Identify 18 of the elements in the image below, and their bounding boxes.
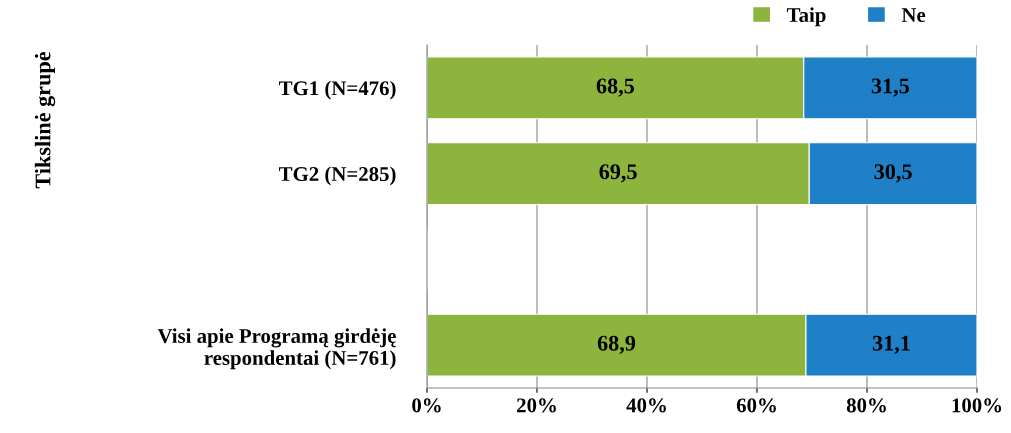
text: Tikslinė grupė	[34, 51, 56, 189]
x-tick-label: 80%	[846, 398, 886, 413]
y-tick-label: Visi apie Programą girdėję respondentai (N=761)	[157, 328, 396, 370]
data-label: 69,5	[599, 164, 637, 183]
x-tick-label: 40%	[626, 398, 666, 413]
y-tick-label: TG1 (N=476)	[279, 80, 396, 100]
x-tick-label: 100%	[952, 398, 1002, 413]
data-label: 68,5	[596, 78, 635, 97]
data-label: 31,5	[871, 78, 910, 97]
data-label: 30,5	[874, 164, 912, 183]
x-tick-label: 0%	[412, 398, 441, 413]
data-label: 31,1	[872, 335, 910, 354]
y-tick-label: TG2 (N=285)	[279, 166, 396, 186]
legend-label: Taip	[786, 7, 826, 27]
data-label: 68,9	[597, 335, 636, 354]
legend-label: Ne	[901, 8, 926, 23]
x-tick-label: 20%	[517, 398, 556, 413]
x-tick-label: 60%	[736, 398, 776, 413]
